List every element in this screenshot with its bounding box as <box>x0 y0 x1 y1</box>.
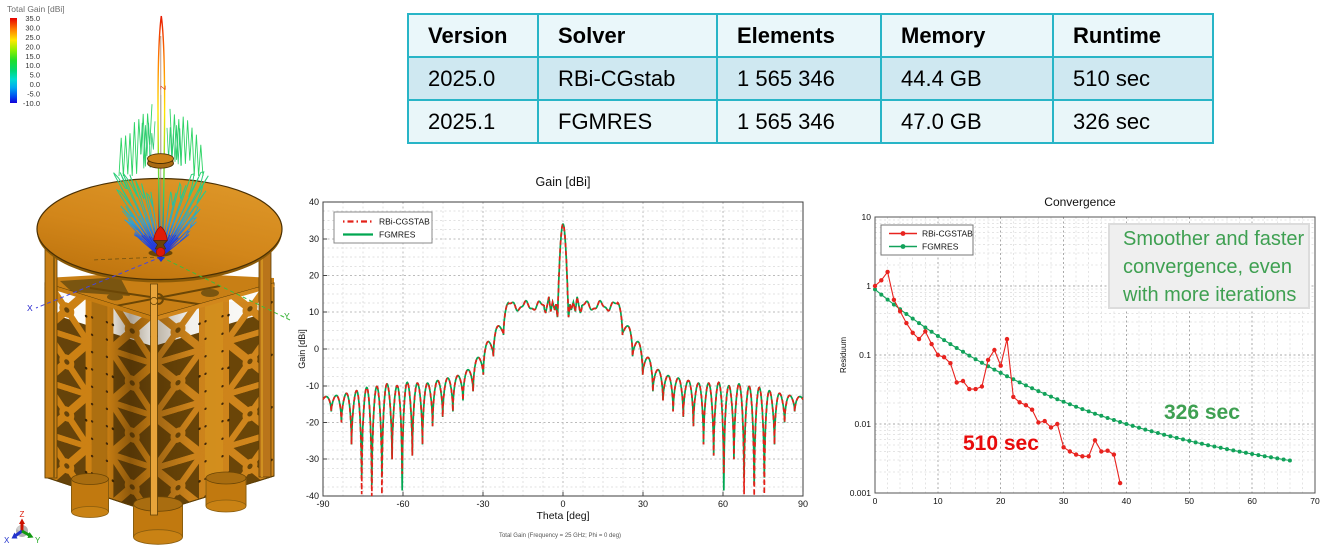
svg-text:30: 30 <box>1059 496 1069 506</box>
svg-text:0: 0 <box>560 499 565 509</box>
svg-text:Y: Y <box>284 311 290 321</box>
svg-text:5.0: 5.0 <box>30 71 40 80</box>
svg-text:Theta [deg]: Theta [deg] <box>536 510 589 522</box>
svg-text:X: X <box>4 536 10 545</box>
svg-text:Gain [dBi]: Gain [dBi] <box>297 329 307 369</box>
svg-text:-40: -40 <box>306 491 319 501</box>
svg-text:20.0: 20.0 <box>25 42 40 51</box>
svg-text:30.0: 30.0 <box>25 23 40 32</box>
svg-text:-90: -90 <box>316 499 329 509</box>
svg-text:-20: -20 <box>306 418 319 428</box>
svg-text:with more iterations: with more iterations <box>1122 284 1296 306</box>
svg-text:0.01: 0.01 <box>854 419 871 429</box>
svg-text:60: 60 <box>1247 496 1257 506</box>
svg-text:326 sec: 326 sec <box>1164 401 1240 424</box>
svg-text:25.0: 25.0 <box>25 33 40 42</box>
svg-text:30: 30 <box>309 234 319 244</box>
svg-text:10: 10 <box>862 212 872 222</box>
svg-text:Gain [dBi]: Gain [dBi] <box>536 175 591 189</box>
svg-text:Total Gain (Frequency = 25 GHz: Total Gain (Frequency = 25 GHz; Phi = 0 … <box>499 533 621 539</box>
svg-text:10.0: 10.0 <box>25 61 40 70</box>
svg-text:10: 10 <box>309 307 319 317</box>
svg-text:-10.0: -10.0 <box>23 99 40 108</box>
svg-text:-10: -10 <box>306 381 319 391</box>
svg-text:-60: -60 <box>396 499 409 509</box>
svg-text:Z: Z <box>20 510 25 519</box>
svg-text:FGMRES: FGMRES <box>922 242 959 252</box>
svg-text:0.001: 0.001 <box>850 488 872 498</box>
svg-text:Z: Z <box>159 85 168 90</box>
svg-text:90: 90 <box>798 499 808 509</box>
svg-text:0.1: 0.1 <box>859 350 871 360</box>
svg-text:Total Gain [dBi]: Total Gain [dBi] <box>7 4 65 14</box>
svg-text:20: 20 <box>996 496 1006 506</box>
svg-text:510 sec: 510 sec <box>963 432 1039 455</box>
svg-text:Residuum: Residuum <box>839 337 848 373</box>
svg-text:convergence, even: convergence, even <box>1123 256 1292 278</box>
svg-text:50: 50 <box>1185 496 1195 506</box>
svg-text:Convergence: Convergence <box>1044 195 1116 209</box>
svg-text:-30: -30 <box>476 499 489 509</box>
svg-text:15.0: 15.0 <box>25 52 40 61</box>
svg-text:RBi-CGSTAB: RBi-CGSTAB <box>922 229 973 239</box>
svg-text:RBi-CGSTAB: RBi-CGSTAB <box>379 217 430 227</box>
svg-text:Y: Y <box>35 536 41 545</box>
svg-text:-30: -30 <box>306 454 319 464</box>
svg-text:20: 20 <box>309 271 319 281</box>
svg-text:35.0: 35.0 <box>25 14 40 23</box>
svg-text:30: 30 <box>638 499 648 509</box>
svg-text:40: 40 <box>309 197 319 207</box>
svg-text:FGMRES: FGMRES <box>379 230 416 240</box>
svg-text:1: 1 <box>866 281 871 291</box>
svg-text:40: 40 <box>1122 496 1132 506</box>
svg-text:0.0: 0.0 <box>30 80 40 89</box>
svg-text:Smoother and faster: Smoother and faster <box>1123 228 1305 250</box>
svg-text:60: 60 <box>718 499 728 509</box>
svg-text:10: 10 <box>933 496 943 506</box>
svg-text:-5.0: -5.0 <box>27 90 40 99</box>
svg-text:0: 0 <box>314 344 319 354</box>
svg-text:70: 70 <box>1310 496 1320 506</box>
svg-text:X: X <box>27 303 33 313</box>
svg-text:0: 0 <box>873 496 878 506</box>
